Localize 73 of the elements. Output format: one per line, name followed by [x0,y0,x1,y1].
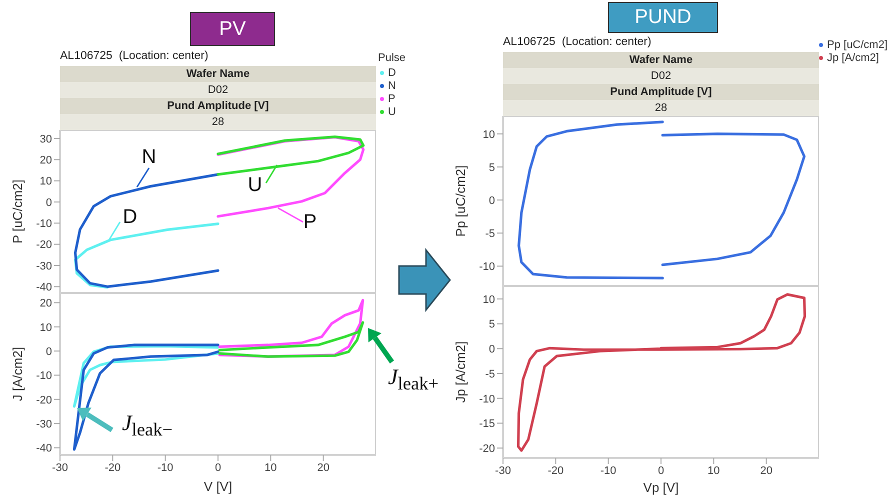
legend-label: U [388,106,396,118]
y-tick-label: -40 [36,282,52,294]
annotation: U [246,173,264,197]
legend-label: Jp [A/cm2] [827,52,879,64]
x-axis-title: Vp [V] [643,480,679,495]
y-tick-label: -20 [479,442,495,455]
line-series [216,135,365,176]
x-axis-title: V [V] [204,479,232,494]
y-tick-label: -5 [485,368,495,380]
table-cell: D02 [60,82,376,98]
line-series [516,293,806,452]
x-tick-label: 0 [214,462,222,474]
y-tick-label: 0 [488,194,495,207]
legend-title: Pulse [378,52,406,64]
table-cell: 28 [60,114,376,130]
annotation: P [302,210,318,234]
x-tick-label: 0 [658,464,664,477]
chart-title: PUND [608,2,718,33]
table-cell: 28 [503,100,819,116]
x-tick-label: -20 [104,462,121,474]
y-tick-label: -5 [485,228,495,240]
y-tick-label: 5 [488,318,495,331]
y-tick-label: -20 [36,239,52,252]
y-axis-title: J [A/cm2] [10,346,25,402]
legend-label: N [388,80,396,92]
y-tick-label: 5 [488,162,495,174]
annotation: J$_{leak−}$ [122,410,173,440]
y-tick-label: -30 [36,260,52,272]
chart-subtitle: AL106725 (Location: center) [503,36,652,48]
x-tick-label: -10 [600,464,616,477]
x-tick-label: 10 [264,462,277,474]
y-tick-label: -30 [36,418,52,430]
y-tick-label: -20 [36,394,52,406]
chart-title: PV [190,12,275,46]
y-tick-label: 20 [40,298,52,310]
y-axis-title: Pp [uC/cm2] [453,165,468,237]
y-tick-label: -10 [479,393,495,406]
y-tick-label: -10 [36,218,52,230]
text: J$_{leak+}$ [388,364,439,394]
annotation: D [122,205,138,229]
line-series [218,321,364,358]
y-tick-label: 10 [40,322,52,334]
chart-subtitle: AL106725 (Location: center) [60,50,208,62]
annotation: N [140,145,158,169]
line-series [74,173,220,288]
line-series [72,344,220,451]
y-axis-title: Jp [A/cm2] [453,341,468,403]
table-cell: D02 [503,68,819,84]
y-tick-label: -10 [479,261,495,274]
y-tick-label: -10 [36,370,52,382]
x-tick-label: 10 [708,464,720,477]
x-tick-label: 20 [317,462,330,474]
x-tick-label: 20 [760,464,772,477]
x-tick-label: -10 [157,462,174,474]
y-axis-title: P [uC/cm2] [10,179,25,244]
table-cell: Wafer Name [503,52,819,68]
y-tick-label: 10 [40,176,52,188]
table-cell: Pund Amplitude [V] [503,84,819,100]
legend-label: P [388,92,396,104]
table-cell: Pund Amplitude [V] [60,98,376,114]
y-tick-label: 30 [40,133,52,146]
y-tick-label: 0 [488,344,495,356]
y-tick-label: 0 [46,346,52,358]
y-tick-label: 0 [46,196,52,209]
table-cell: Wafer Name [60,66,376,82]
y-tick-label: 20 [40,154,52,167]
y-tick-label: -15 [479,418,495,430]
legend-label: D [388,66,396,78]
y-tick-label: 10 [482,294,495,306]
y-tick-label: -40 [36,442,52,455]
y-tick-label: 10 [482,128,495,141]
x-tick-label: -20 [548,464,564,477]
legend-label: Pp [uC/cm2] [827,38,888,50]
